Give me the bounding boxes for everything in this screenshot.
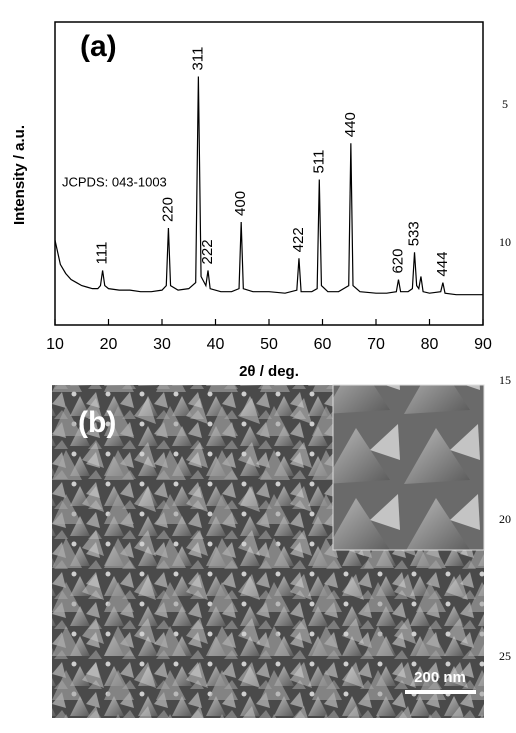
peak-label: 111 <box>94 242 111 265</box>
x-tick-label: 10 <box>46 336 64 353</box>
xrd-pattern <box>54 76 483 296</box>
x-tick-label: 90 <box>474 336 492 353</box>
y-axis-label: Intensity / a.u. <box>11 125 28 225</box>
peak-label: 422 <box>290 227 307 252</box>
line-number: 5 <box>502 97 508 111</box>
xrd-chart: (a) JCPDS: 043-1003 Intensity / a.u. 2θ … <box>11 21 492 380</box>
peak-label: 220 <box>159 197 176 222</box>
scale-bar-label: 200 nm <box>414 669 466 686</box>
peak-label: 222 <box>199 239 216 264</box>
sem-panel: (b) 200 nm <box>52 384 485 718</box>
x-tick-label: 80 <box>421 336 439 353</box>
peak-label: 400 <box>232 191 249 216</box>
line-number: 10 <box>499 235 511 249</box>
x-tick-label: 70 <box>367 336 385 353</box>
panel-label: (b) <box>78 406 116 439</box>
x-tick-label: 60 <box>314 336 332 353</box>
peak-label: 311 <box>189 47 206 71</box>
sem-inset <box>332 384 485 551</box>
x-tick-label: 40 <box>207 336 225 353</box>
line-number: 15 <box>499 373 511 387</box>
x-tick-label: 20 <box>100 336 118 353</box>
line-number: 20 <box>499 512 511 526</box>
line-number: 25 <box>499 649 511 663</box>
annotation: JCPDS: 043-1003 <box>62 174 167 189</box>
panel-label: (a) <box>80 30 117 63</box>
x-tick-label: 30 <box>153 336 171 353</box>
peak-label: 620 <box>389 249 406 274</box>
x-tick-label: 50 <box>260 336 278 353</box>
peak-label: 440 <box>342 112 359 137</box>
peak-label: 444 <box>434 252 451 277</box>
line-numbers: 5 10 15 20 25 <box>499 97 511 663</box>
peak-label: 511 <box>310 150 327 174</box>
x-axis-label: 2θ / deg. <box>239 363 299 380</box>
peak-label: 533 <box>405 221 422 246</box>
